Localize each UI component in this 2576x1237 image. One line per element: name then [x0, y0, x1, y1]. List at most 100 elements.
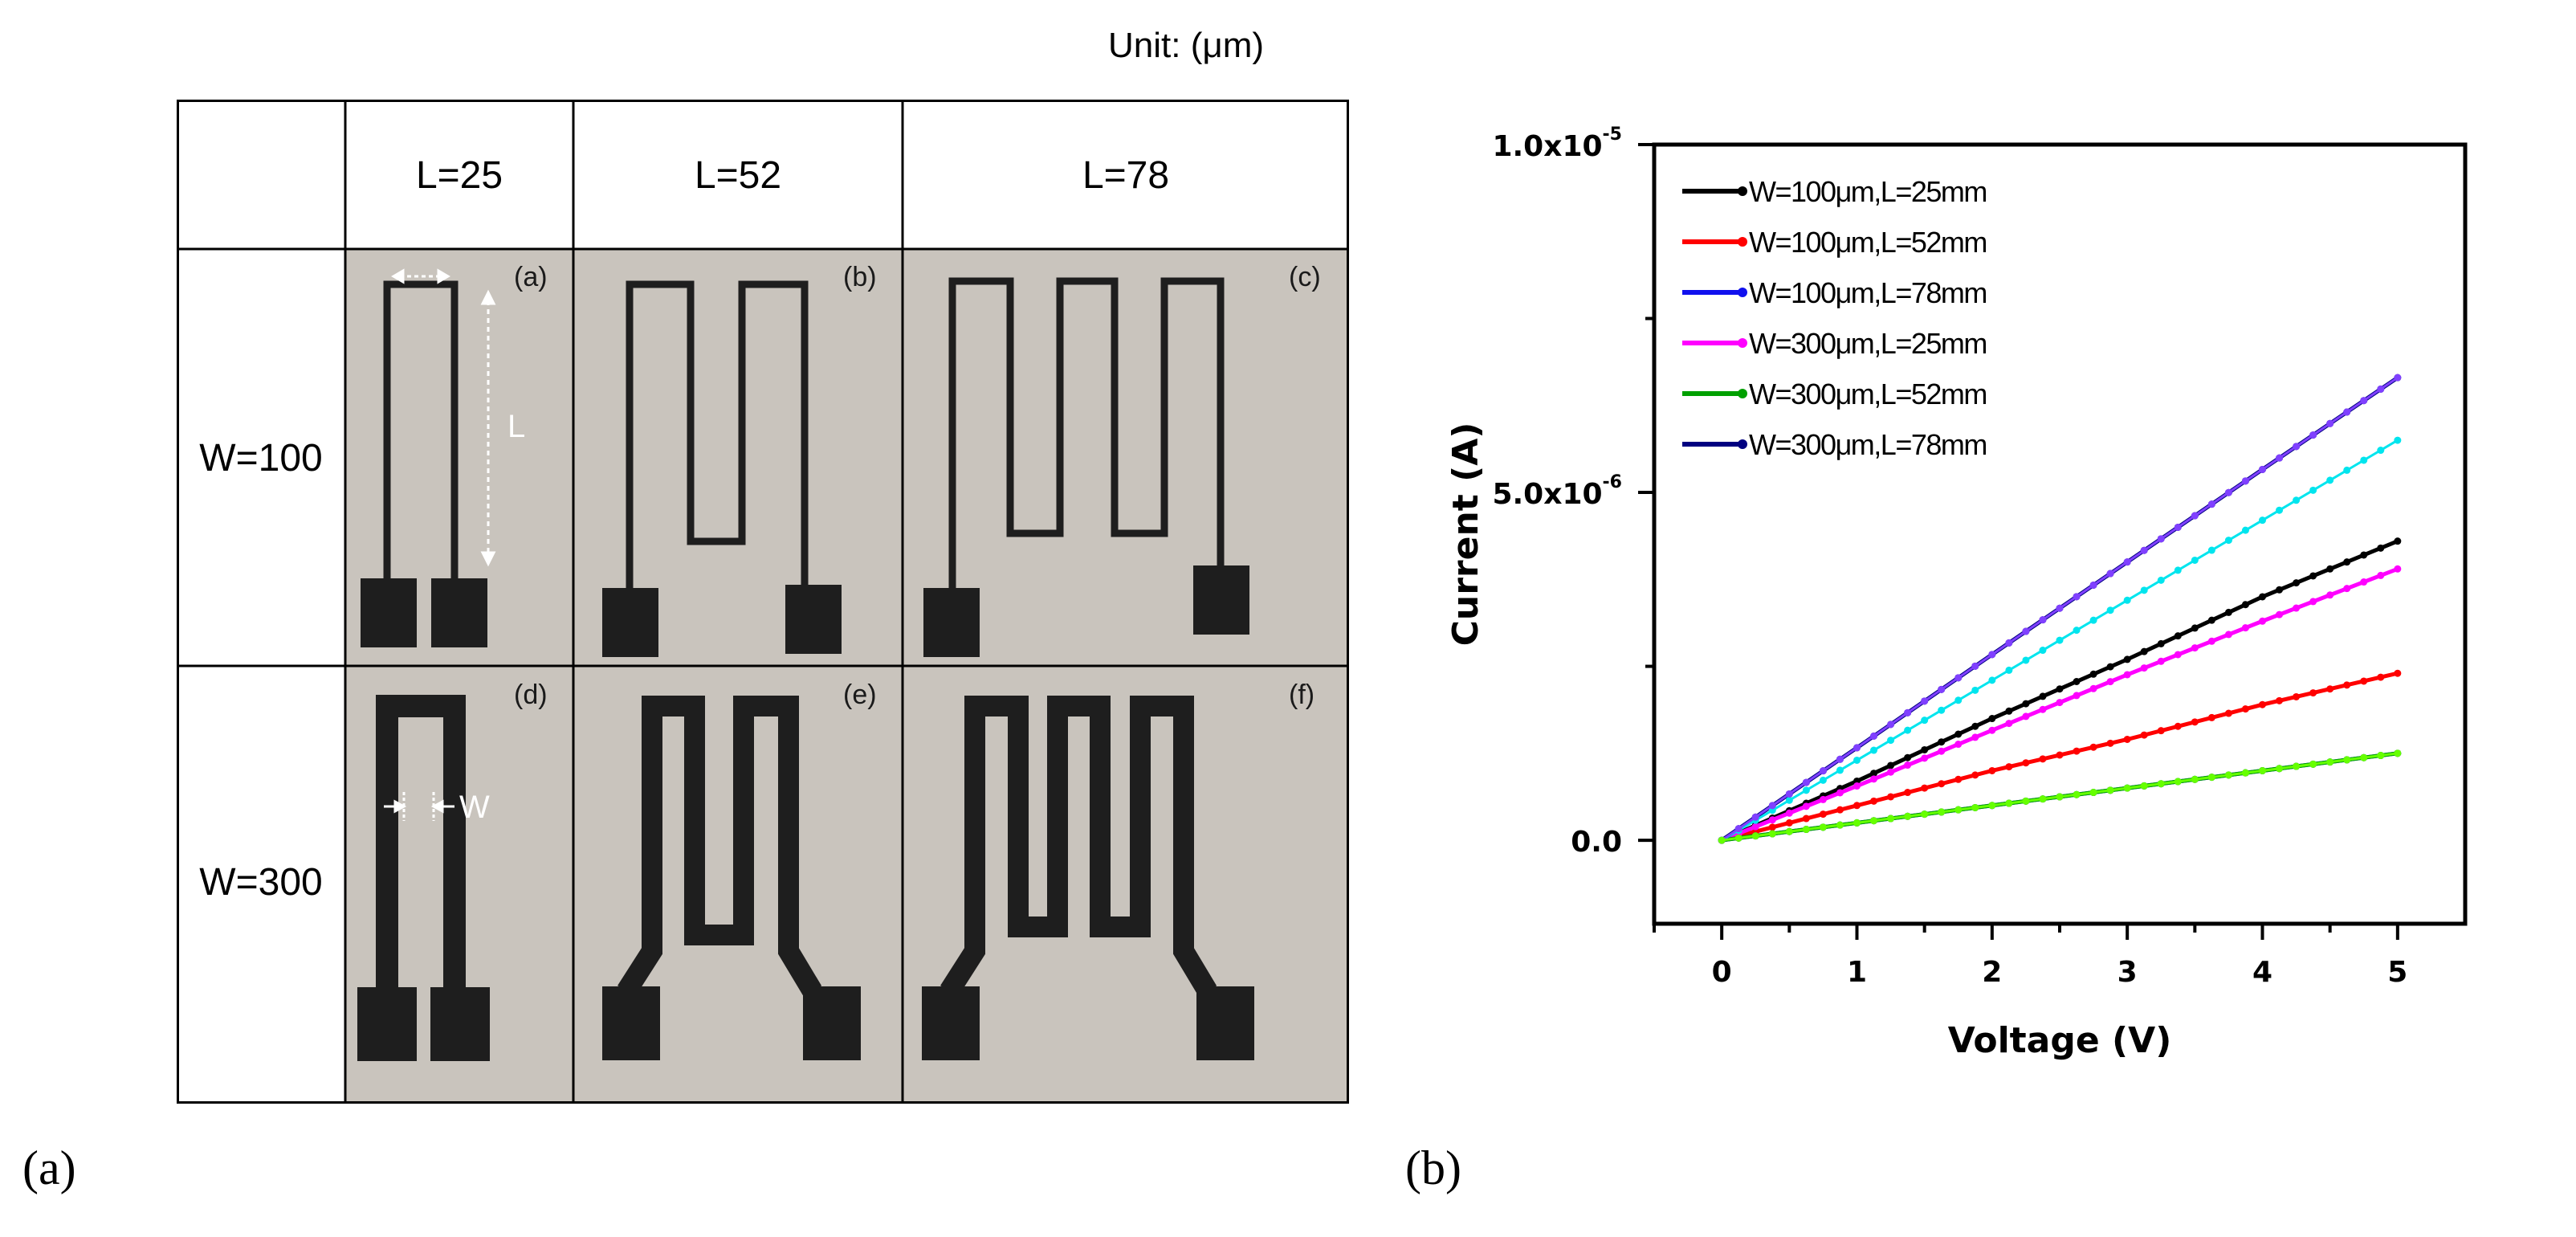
series-line-1-point — [2039, 692, 2047, 700]
electrode-pattern-d: W — [357, 695, 490, 1061]
overlay-series-line-2-point — [2191, 512, 2199, 520]
series-line-2-point — [2377, 673, 2385, 681]
col-header-l52: L=52 — [695, 154, 781, 197]
overlay-series-line-2-point — [1785, 790, 1793, 798]
overlay-series-line-2-point — [2224, 488, 2232, 496]
panel-a-caption: (a) — [22, 1141, 76, 1194]
series-line-2-point — [1988, 766, 1996, 774]
series-line-1-point — [2056, 685, 2064, 693]
series-line-1-point — [2394, 537, 2402, 545]
unit-label: Unit: (μm) — [1108, 26, 1265, 65]
series-line-2-point — [1921, 784, 1929, 792]
cell-label-e: (e) — [843, 680, 877, 710]
overlay-series-line-2-point — [1904, 708, 1912, 716]
series-line-1-point — [2293, 579, 2301, 587]
series-line-1-point — [2191, 624, 2199, 632]
overlay-series-line-3-point — [2005, 799, 2013, 807]
series-line-2-point — [2089, 743, 2097, 751]
series-line-1-point — [2276, 586, 2284, 594]
overlay-series-line-3-point — [2343, 756, 2351, 764]
overlay-series-line-3-point — [1836, 821, 1844, 829]
series-line-4-point — [1954, 741, 1963, 749]
series-line-4-point — [2039, 705, 2047, 713]
overlay-series-line-2-point — [2276, 454, 2284, 462]
iv-chart-svg: 0 1 2 3 4 5 0.0 5.0x10-6 1.0x10-5 W=100μm,L=25mm… — [1445, 125, 2468, 1061]
series-line-2-point — [2157, 727, 2165, 735]
series-line-4-point — [1904, 761, 1912, 770]
overlay-series-line-3-point — [2157, 780, 2165, 788]
overlay-series-line-1-point — [2276, 506, 2284, 514]
overlay-series-line-1-point — [2089, 616, 2097, 624]
x-axis-label: Voltage (V) — [1948, 1020, 2172, 1061]
series-line-4-point — [2022, 712, 2030, 721]
series-line-4-point — [1751, 823, 1759, 831]
overlay-series-line-3-point — [1751, 832, 1759, 840]
overlay-series-line-3-point — [1971, 803, 1979, 811]
overlay-series-line-2-point — [2360, 397, 2368, 405]
series-line-1-point — [2174, 632, 2182, 640]
series-line-4-point — [2309, 598, 2317, 606]
series-line-2-point — [2241, 705, 2249, 713]
overlay-series-line-2-point — [1819, 767, 1827, 775]
overlay-series-line-3-point — [1819, 823, 1827, 831]
overlay-series-line-1-point — [1853, 756, 1861, 764]
overlay-series-line-1-point — [2377, 447, 2385, 455]
overlay-series-line-2-point — [2326, 419, 2334, 427]
col-header-l25: L=25 — [416, 154, 503, 197]
series-line-4-point — [2073, 692, 2081, 700]
y-tick-label: 0.0 — [1571, 826, 1622, 859]
overlay-series-line-1-point — [1802, 786, 1810, 794]
overlay-series-line-3-point — [2207, 774, 2215, 782]
y-tick-label: 1.0x10-5 — [1492, 125, 1622, 163]
series-line-4-point — [2207, 637, 2215, 645]
series-line-1-point — [2343, 558, 2351, 566]
series-line-1-point — [2360, 551, 2368, 559]
overlay-series-line-3-point — [2326, 758, 2334, 766]
row-header-w100: W=100 — [199, 437, 322, 480]
overlay-series-line-2-point — [1836, 755, 1844, 763]
series-line-4-point — [2224, 631, 2232, 639]
series-line-4-point — [1921, 754, 1929, 762]
x-tick-label: 2 — [1982, 956, 2002, 989]
overlay-series-line-3-point — [2360, 753, 2368, 761]
row-header-w300: W=300 — [199, 861, 322, 904]
overlay-series-line-3-point — [2039, 795, 2047, 803]
series-line-1-point — [2224, 608, 2232, 616]
series-line-4-point — [2157, 657, 2165, 665]
series-line-2-point — [1904, 789, 1912, 797]
cell-label-b: (b) — [843, 262, 877, 292]
overlay-series-line-1-point — [1904, 726, 1912, 734]
overlay-series-line-2-point — [2089, 581, 2097, 589]
series-line-4-point — [1887, 768, 1895, 776]
overlay-series-line-3-point — [2309, 760, 2317, 768]
series-line-2-point — [2293, 692, 2301, 700]
overlay-series-line-2-point — [2293, 443, 2301, 451]
series-line-2-point — [2343, 681, 2351, 689]
series-line-4-point — [2394, 565, 2402, 573]
overlay-series-line-3-point — [1853, 819, 1861, 827]
series-line-4-point — [2276, 610, 2284, 618]
series-line-1-point — [1938, 738, 1946, 746]
overlay-series-line-2-point — [1988, 651, 1996, 659]
table-grid — [177, 100, 1349, 1104]
series-line-2-point — [1785, 819, 1793, 827]
series-line-1-point — [2073, 677, 2081, 685]
series-line-4-point — [2123, 671, 2131, 679]
series-line-1-point — [2377, 544, 2385, 552]
series-line-1-point — [2157, 639, 2165, 647]
overlay-series-line-3-point — [2073, 790, 2081, 798]
legend-marker — [1738, 186, 1747, 196]
overlay-series-line-2-point — [2207, 500, 2215, 508]
electrode-pattern-b — [602, 280, 842, 657]
panel-b-caption: (b) — [1405, 1141, 1461, 1194]
overlay-series-line-2-point — [2140, 546, 2148, 554]
overlay-series-line-1-point — [1836, 766, 1844, 774]
overlay-series-line-3-point — [2191, 775, 2199, 783]
electrode-pattern-c — [923, 277, 1249, 657]
overlay-series-line-3-point — [2106, 786, 2114, 794]
series-line-4-point — [1785, 809, 1793, 817]
series-line-4-point — [2191, 644, 2199, 652]
series-line-1-point — [2241, 601, 2249, 609]
series-line-4-point — [1836, 789, 1844, 797]
overlay-series-line-1-point — [2207, 546, 2215, 554]
